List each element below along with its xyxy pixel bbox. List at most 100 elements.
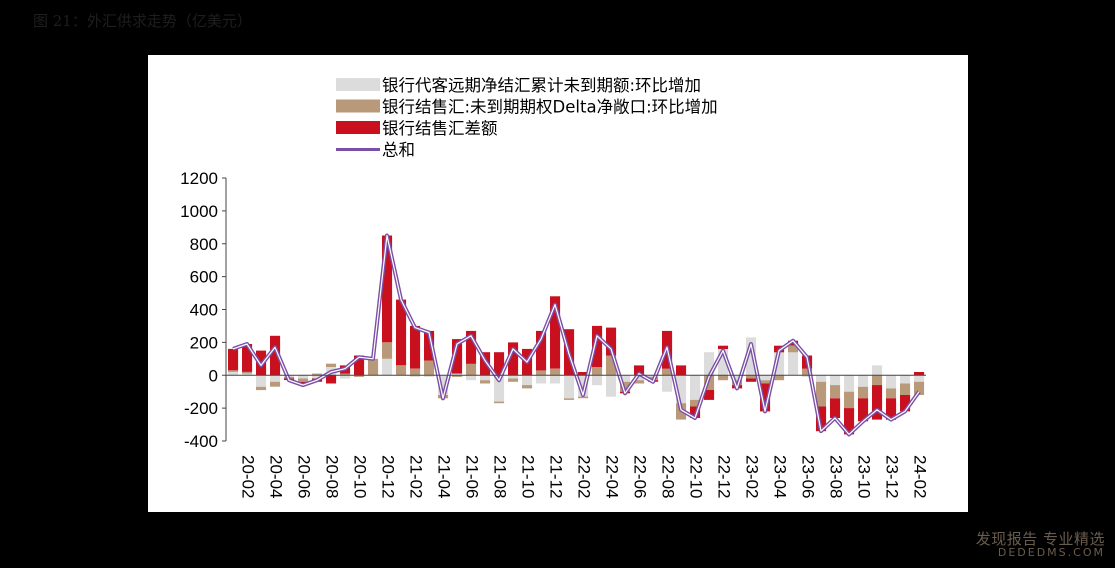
- spot-bar: [676, 365, 687, 376]
- forward-bar: [578, 375, 589, 397]
- delta-bar: [494, 401, 505, 404]
- forward-bar: [410, 375, 421, 377]
- x-tick-label: 21-08: [491, 455, 510, 498]
- spot-bar: [494, 352, 505, 376]
- y-tick-label: 1000: [180, 202, 218, 221]
- y-tick-label: 600: [190, 268, 218, 287]
- delta-bar: [564, 398, 575, 400]
- delta-bar: [802, 368, 813, 376]
- legend-label: 总和: [382, 141, 415, 160]
- delta-bar: [760, 380, 771, 384]
- spot-bar: [760, 383, 771, 412]
- forward-bar: [746, 337, 757, 376]
- delta-bar: [886, 388, 897, 399]
- spot-bar: [354, 355, 365, 376]
- forward-bar: [858, 375, 869, 387]
- delta-bar: [522, 385, 533, 389]
- forward-bar: [382, 358, 393, 376]
- forward-bar: [704, 352, 715, 376]
- delta-bar: [340, 373, 351, 376]
- forward-bar: [788, 352, 799, 376]
- delta-bar: [228, 370, 239, 372]
- delta-bar: [858, 386, 869, 399]
- spot-bar: [900, 395, 911, 412]
- forward-bar: [900, 375, 911, 384]
- delta-bar: [368, 358, 379, 376]
- x-tick-label: 23-12: [883, 455, 902, 498]
- forward-bar: [340, 375, 351, 379]
- delta-bar: [690, 399, 701, 407]
- forward-bar: [802, 375, 813, 377]
- spot-bar: [914, 372, 925, 376]
- delta-bar: [508, 378, 519, 382]
- delta-bar: [312, 373, 323, 376]
- chart-legend: 银行代客远期净结汇累计未到期额:环比增加银行结售汇:未到期期权Delta净敞口:…: [336, 76, 718, 160]
- axes-layer: -400 -200 0 200 400 600 800 1000 1200 20-02 20-04 2…: [180, 169, 929, 498]
- forward-bar: [270, 375, 281, 382]
- forward-bar: [718, 348, 729, 376]
- y-tick-label: 200: [190, 333, 218, 352]
- spot-bar: [578, 372, 589, 376]
- forward-bar: [256, 375, 267, 387]
- forward-bar: [592, 375, 603, 386]
- delta-bar: [424, 360, 435, 376]
- forward-bar: [620, 375, 631, 382]
- delta-bar: [480, 380, 491, 384]
- delta-bar: [718, 375, 729, 381]
- spot-bar: [858, 398, 869, 422]
- total-line-core: [232, 234, 920, 435]
- delta-bar: [872, 375, 883, 386]
- spot-bar: [844, 408, 855, 435]
- forward-bar: [872, 365, 883, 376]
- forward-bar: [844, 375, 855, 392]
- spot-bar: [396, 299, 407, 366]
- delta-bar: [774, 375, 785, 381]
- forward-bar: [480, 375, 491, 381]
- delta-bar: [354, 375, 365, 377]
- delta-bar: [830, 385, 841, 399]
- chart-svg: 银行代客远期净结汇累计未到期额:环比增加银行结售汇:未到期期权Delta净敞口:…: [180, 76, 929, 498]
- forward-bar: [298, 375, 309, 379]
- delta-bar: [578, 396, 589, 399]
- spot-bar: [424, 330, 435, 361]
- delta-bar: [620, 381, 631, 392]
- x-tick-label: 20-10: [351, 455, 370, 498]
- forward-bar: [816, 375, 827, 382]
- y-tick-label: 800: [190, 235, 218, 254]
- forward-bar: [494, 375, 505, 402]
- delta-bar: [396, 365, 407, 376]
- x-tick-label: 20-04: [267, 455, 286, 498]
- forward-bar: [886, 375, 897, 389]
- forward-bar: [606, 375, 617, 397]
- x-tick-label: 20-12: [379, 455, 398, 498]
- spot-bar: [550, 296, 561, 369]
- forward-bar: [564, 375, 575, 399]
- delta-bar: [900, 383, 911, 395]
- forward-bar: [676, 375, 687, 404]
- delta-bar: [452, 375, 463, 377]
- delta-bar: [550, 368, 561, 376]
- spot-bar: [872, 385, 883, 420]
- delta-bar: [746, 375, 757, 379]
- x-tick-label: 22-12: [715, 455, 734, 498]
- spot-bar: [606, 327, 617, 356]
- forward-bar: [228, 372, 239, 376]
- delta-bar: [256, 386, 267, 391]
- bar-layer: [228, 235, 925, 435]
- x-tick-label: 21-10: [519, 455, 538, 498]
- legend-label: 银行代客远期净结汇累计未到期额:环比增加: [382, 76, 701, 95]
- delta-bar: [816, 381, 827, 407]
- delta-bar: [382, 342, 393, 359]
- spot-bar: [410, 325, 421, 369]
- x-tick-label: 23-02: [743, 455, 762, 498]
- forward-bar: [732, 375, 743, 381]
- y-tick-label: 400: [190, 301, 218, 320]
- x-tick-label: 24-02: [911, 455, 930, 498]
- spot-bar: [326, 375, 337, 384]
- forward-bar: [508, 375, 519, 379]
- delta-bar: [270, 381, 281, 387]
- x-tick-label: 22-04: [603, 455, 622, 498]
- spot-bar: [886, 398, 897, 420]
- spot-bar: [830, 398, 841, 418]
- forward-bar: [242, 373, 253, 376]
